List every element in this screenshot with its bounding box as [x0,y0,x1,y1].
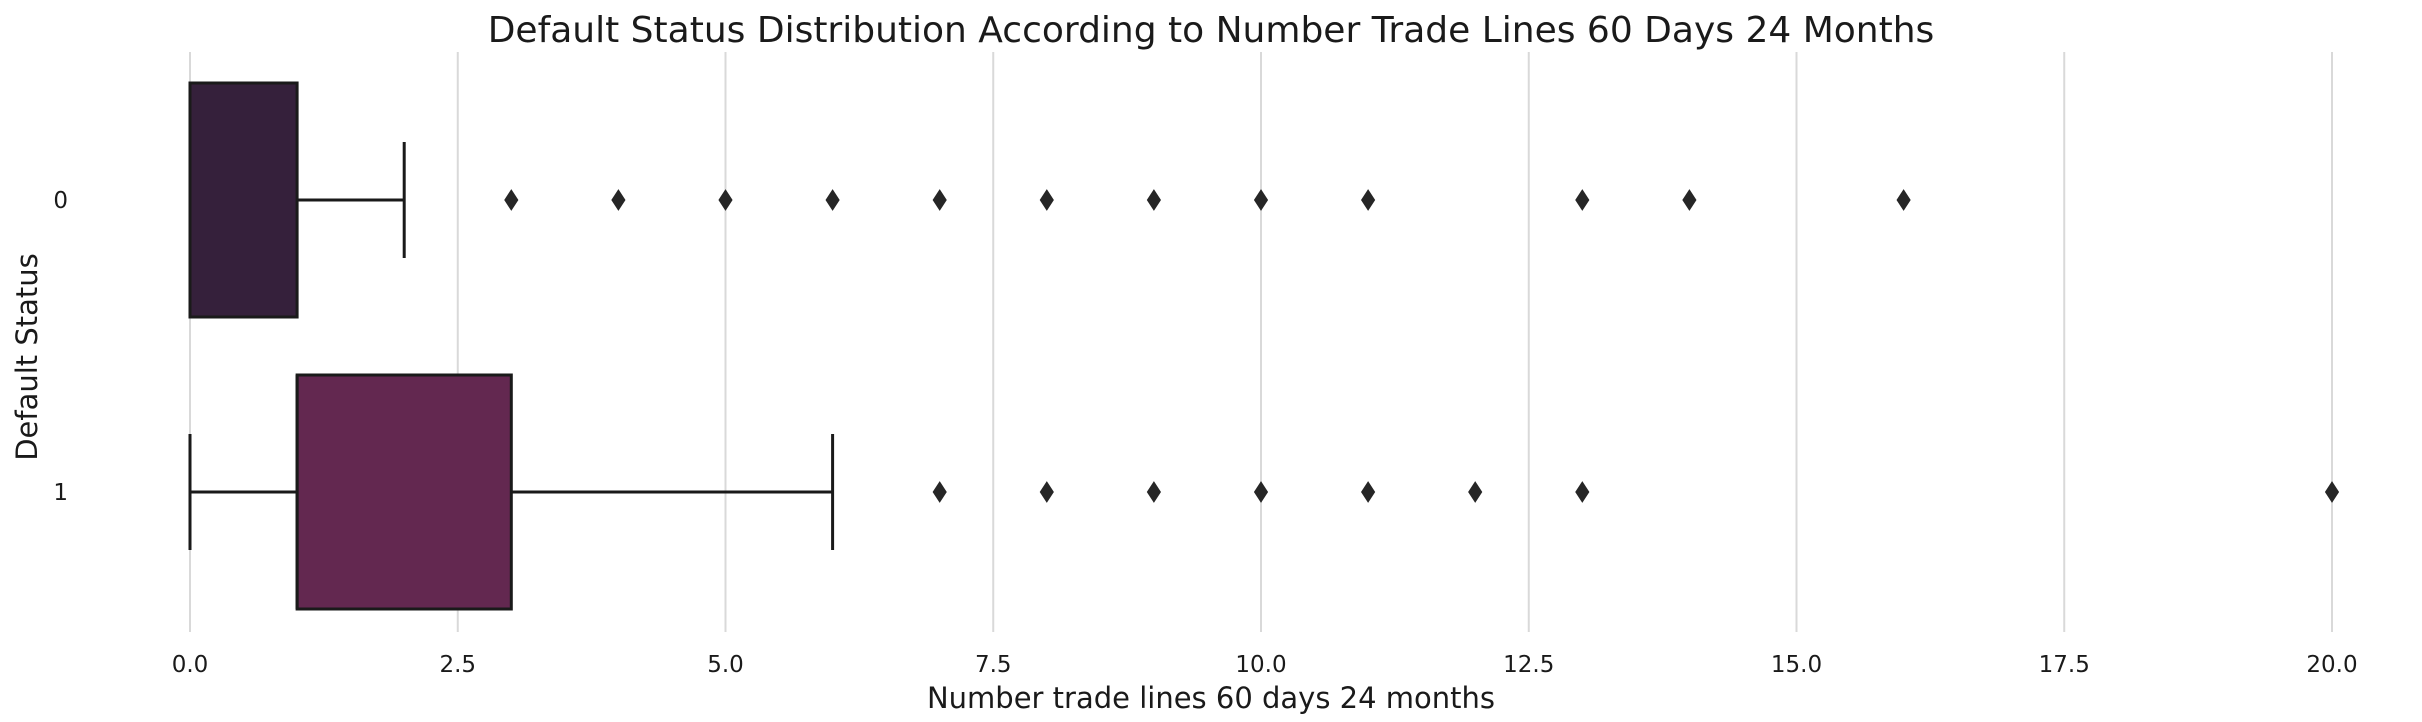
iqr-box [188,81,299,319]
iqr-box [295,373,513,611]
boxes [188,81,2340,611]
outlier-point [504,189,519,211]
y-tick-labels: 01 [53,188,68,506]
outlier-point [1575,481,1590,503]
outlier-point [718,189,733,211]
outlier-point [1253,481,1269,503]
box-0 [188,81,1911,319]
outlier-point [1039,481,1054,503]
x-tick-label: 0.0 [172,652,209,678]
x-tick-label: 20.0 [2306,652,2357,678]
x-tick-label: 12.5 [1503,652,1554,678]
outlier-point [1682,189,1697,211]
outlier-point [1575,189,1590,211]
outlier-point [611,189,626,211]
x-tick-labels: 0.0 2.5 5.0 7.5 10.0 12.5 15.0 17.5 20.0 [172,652,2358,678]
x-tick-label: 2.5 [439,652,476,678]
y-axis-label: Default Status [10,253,44,461]
outlier-point [825,189,840,211]
outlier-point [2324,481,2340,503]
x-tick-label: 10.0 [1235,652,1286,678]
y-tick-label: 0 [53,188,68,214]
outlier-point [1468,481,1483,503]
chart-title: Default Status Distribution According to… [488,10,1935,51]
x-tick-label: 15.0 [1771,652,1822,678]
outlier-point [1039,189,1054,211]
outlier-point [1146,481,1161,503]
x-axis-label: Number trade lines 60 days 24 months [927,681,1495,715]
outlier-point [932,189,947,211]
outlier-point [1253,189,1269,211]
x-tick-label: 17.5 [2039,652,2090,678]
outlier-point [1361,189,1376,211]
y-tick-label: 1 [53,480,68,506]
grid-lines [189,52,2333,632]
box-1 [188,373,2340,611]
outlier-point [1146,189,1161,211]
outlier-point [1896,189,1911,211]
outlier-point [1361,481,1376,503]
outlier-point [932,481,947,503]
x-tick-label: 5.0 [707,652,744,678]
x-tick-label: 7.5 [975,652,1012,678]
